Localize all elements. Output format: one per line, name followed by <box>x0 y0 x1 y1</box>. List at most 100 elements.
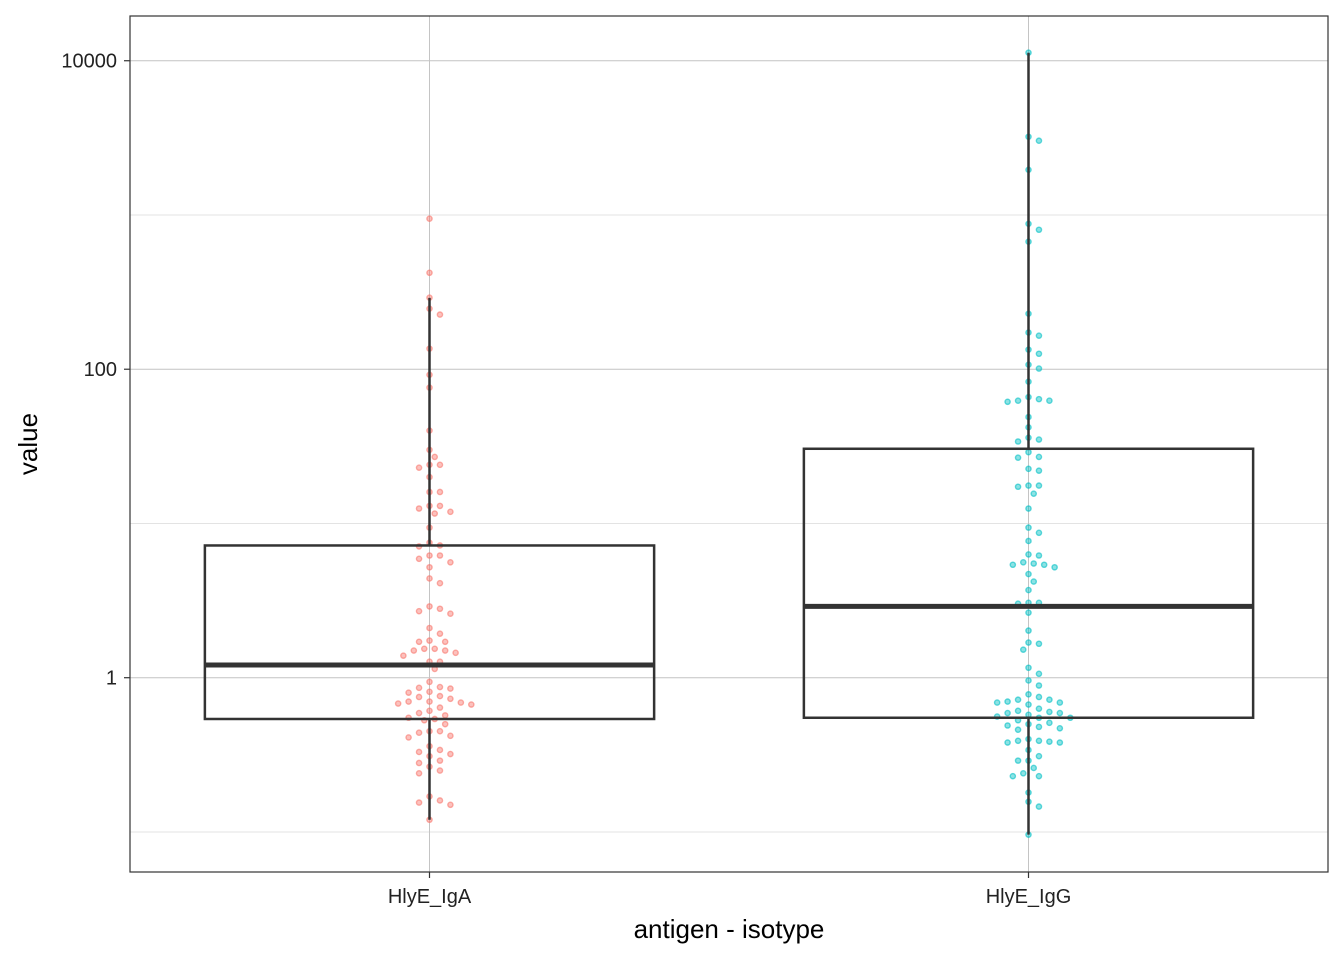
data-point <box>426 603 433 610</box>
data-point <box>436 727 444 735</box>
data-point <box>1004 722 1011 729</box>
data-point <box>1025 664 1032 672</box>
data-point <box>426 552 433 559</box>
data-point <box>426 269 433 277</box>
data-point <box>400 652 407 659</box>
data-point <box>436 579 444 587</box>
panel-border <box>129 15 1329 873</box>
data-point <box>1025 448 1032 456</box>
data-point <box>1009 561 1017 569</box>
data-point <box>415 684 423 692</box>
data-point <box>426 688 433 696</box>
data-point <box>1025 482 1032 489</box>
data-point <box>1025 551 1032 558</box>
data-point <box>436 461 444 469</box>
data-point <box>415 759 423 767</box>
data-point <box>1035 436 1043 443</box>
data-point <box>431 510 439 517</box>
data-point <box>457 699 465 706</box>
data-point <box>1014 726 1022 734</box>
data-point <box>415 693 423 701</box>
data-point <box>436 683 444 691</box>
y-tick-label: 1 <box>106 668 117 690</box>
data-point <box>436 797 444 804</box>
data-point <box>1046 738 1053 745</box>
data-point <box>1025 609 1032 616</box>
data-point <box>415 799 423 806</box>
data-point <box>436 605 444 613</box>
data-point <box>1030 578 1038 585</box>
data-point <box>1025 537 1032 545</box>
data-point <box>1014 707 1022 715</box>
data-point <box>426 575 433 582</box>
data-point <box>1025 627 1032 634</box>
data-point <box>1046 397 1053 405</box>
data-point <box>1025 639 1032 646</box>
data-point <box>441 712 449 719</box>
data-point <box>447 801 454 809</box>
data-point <box>436 488 444 496</box>
data-point <box>441 647 449 654</box>
data-point <box>1040 561 1048 569</box>
data-point <box>1046 696 1053 704</box>
data-point <box>1035 705 1043 712</box>
data-point <box>1056 739 1064 746</box>
data-point <box>415 464 423 471</box>
data-point <box>1035 226 1043 234</box>
points-layer <box>394 49 1074 838</box>
data-point <box>1035 723 1043 731</box>
data-point <box>415 748 423 756</box>
data-point <box>1025 505 1032 512</box>
data-point <box>1035 365 1043 372</box>
data-point <box>1014 696 1022 704</box>
data-point <box>1035 682 1043 689</box>
data-point <box>415 638 423 646</box>
x-axis-title: antigen - isotype <box>634 914 825 944</box>
data-point <box>1019 770 1027 777</box>
data-point <box>431 645 439 653</box>
data-point <box>1004 739 1011 746</box>
axes: 1 100 10000 HlyE_IgA HlyE_IgG <box>61 51 1071 908</box>
y-tick-label: 100 <box>84 359 117 381</box>
data-point <box>1030 560 1038 567</box>
data-point <box>447 750 454 758</box>
data-point <box>1019 646 1027 653</box>
data-point <box>1051 563 1058 571</box>
data-point <box>1035 772 1043 780</box>
data-point <box>415 555 423 563</box>
data-point <box>1009 772 1017 780</box>
data-point <box>1030 490 1038 497</box>
data-point <box>1035 332 1043 339</box>
data-point <box>1056 724 1064 732</box>
data-point <box>1056 709 1064 717</box>
data-point <box>436 630 444 637</box>
data-point <box>426 215 433 222</box>
data-point <box>1014 483 1022 491</box>
data-point <box>1019 559 1027 566</box>
x-tick-label: HlyE_IgG <box>986 886 1072 908</box>
data-point <box>447 610 454 618</box>
data-point <box>426 637 433 644</box>
y-tick-label: 10000 <box>61 51 117 73</box>
data-point <box>426 624 433 632</box>
data-point <box>415 770 423 777</box>
data-point <box>436 311 444 318</box>
data-point <box>1004 709 1011 717</box>
data-point <box>1035 640 1043 648</box>
data-point <box>405 734 412 741</box>
data-point <box>1035 737 1043 745</box>
data-point <box>394 700 402 707</box>
x-tick-label: HlyE_IgA <box>388 886 472 908</box>
data-point <box>441 638 449 646</box>
data-point <box>447 732 454 740</box>
data-point <box>1056 699 1064 706</box>
data-point <box>1035 693 1043 701</box>
data-point <box>431 453 439 461</box>
data-point <box>410 647 418 654</box>
data-point <box>1025 465 1032 473</box>
data-point <box>426 707 433 715</box>
data-point <box>1035 482 1043 489</box>
data-point <box>1025 586 1032 594</box>
data-point <box>1035 552 1043 559</box>
